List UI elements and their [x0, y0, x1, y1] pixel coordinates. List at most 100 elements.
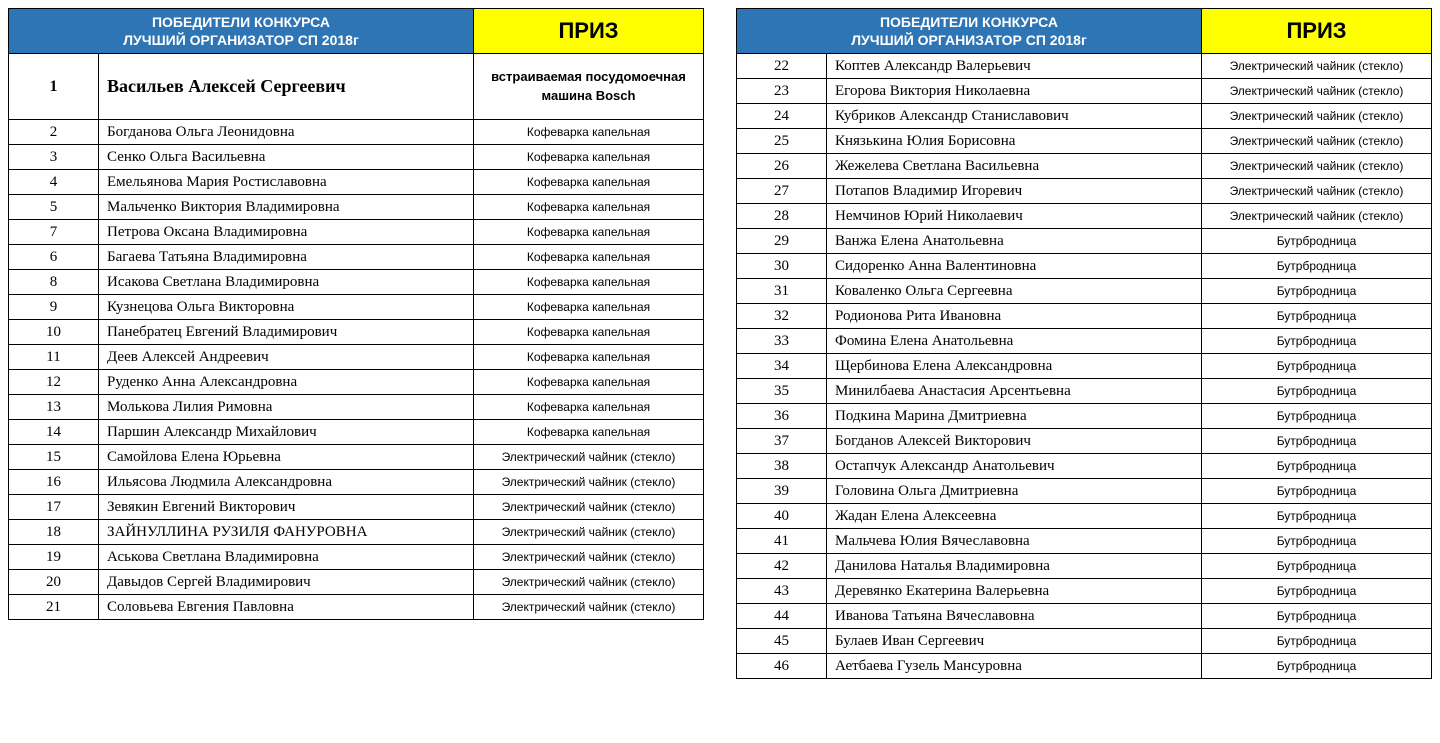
row-number: 10 — [9, 319, 99, 344]
row-prize: Бутрбродница — [1202, 279, 1432, 304]
table-row: 21Соловьева Евгения ПавловнаЭлектрически… — [9, 594, 704, 619]
header-row: ПОБЕДИТЕЛИ КОНКУРСА ЛУЧШИЙ ОРГАНИЗАТОР С… — [737, 9, 1432, 54]
row-prize: Кофеварка капельная — [474, 244, 704, 269]
row-number: 18 — [9, 519, 99, 544]
row-name: Булаев Иван Сергеевич — [827, 629, 1202, 654]
table-row: 45Булаев Иван СергеевичБутрбродница — [737, 629, 1432, 654]
table-row: 29Ванжа Елена АнатольевнаБутрбродница — [737, 229, 1432, 254]
row-number: 6 — [9, 244, 99, 269]
table-row: 17Зевякин Евгений ВикторовичЭлектрически… — [9, 494, 704, 519]
row-name: Богданов Алексей Викторович — [827, 429, 1202, 454]
right-table: ПОБЕДИТЕЛИ КОНКУРСА ЛУЧШИЙ ОРГАНИЗАТОР С… — [736, 8, 1432, 679]
row-number: 25 — [737, 129, 827, 154]
row-number: 20 — [9, 569, 99, 594]
table-row: 7Петрова Оксана ВладимировнаКофеварка ка… — [9, 219, 704, 244]
row-number: 40 — [737, 504, 827, 529]
row-number: 43 — [737, 579, 827, 604]
table-row: 46Аетбаева Гузель МансуровнаБутрбродница — [737, 654, 1432, 679]
row-prize: Бутрбродница — [1202, 654, 1432, 679]
row-prize: Бутрбродница — [1202, 429, 1432, 454]
row-number: 2 — [9, 119, 99, 144]
row-name: Исакова Светлана Владимировна — [99, 269, 474, 294]
table-row: 44Иванова Татьяна ВячеславовнаБутрбродни… — [737, 604, 1432, 629]
row-number: 16 — [9, 469, 99, 494]
row-name: Кубриков Александр Станиславович — [827, 104, 1202, 129]
row-name: ЗАЙНУЛЛИНА РУЗИЛЯ ФАНУРОВНА — [99, 519, 474, 544]
row-prize: Электрический чайник (стекло) — [1202, 154, 1432, 179]
row-number: 15 — [9, 444, 99, 469]
row-name: Головина Ольга Дмитриевна — [827, 479, 1202, 504]
table-row: 16Ильясова Людмила АлександровнаЭлектрич… — [9, 469, 704, 494]
row-number: 8 — [9, 269, 99, 294]
row-name: Петрова Оксана Владимировна — [99, 219, 474, 244]
row-prize: Электрический чайник (стекло) — [1202, 79, 1432, 104]
row-number: 12 — [9, 369, 99, 394]
row-prize: встраиваемая посудомоечная машина Bosch — [474, 54, 704, 119]
row-name: Егорова Виктория Николаевна — [827, 79, 1202, 104]
row-name: Багаева Татьяна Владимировна — [99, 244, 474, 269]
left-table: ПОБЕДИТЕЛИ КОНКУРСА ЛУЧШИЙ ОРГАНИЗАТОР С… — [8, 8, 704, 620]
row-number: 23 — [737, 79, 827, 104]
row-prize: Электрический чайник (стекло) — [474, 494, 704, 519]
row-number: 7 — [9, 219, 99, 244]
row-name: Данилова Наталья Владимировна — [827, 554, 1202, 579]
row-prize: Кофеварка капельная — [474, 319, 704, 344]
table-row: 30Сидоренко Анна ВалентиновнаБутрбродниц… — [737, 254, 1432, 279]
row-name: Князькина Юлия Борисовна — [827, 129, 1202, 154]
row-name: Родионова Рита Ивановна — [827, 304, 1202, 329]
row-name: Аетбаева Гузель Мансуровна — [827, 654, 1202, 679]
row-prize: Бутрбродница — [1202, 454, 1432, 479]
row-prize: Электрический чайник (стекло) — [474, 444, 704, 469]
row-prize: Бутрбродница — [1202, 379, 1432, 404]
table-row: 20Давыдов Сергей ВладимировичЭлектрическ… — [9, 569, 704, 594]
row-prize: Бутрбродница — [1202, 504, 1432, 529]
row-name: Немчинов Юрий Николаевич — [827, 204, 1202, 229]
table-row: 35Минилбаева Анастасия АрсентьевнаБутрбр… — [737, 379, 1432, 404]
prize-header: ПРИЗ — [1202, 9, 1432, 54]
table-row: 5Мальченко Виктория ВладимировнаКофеварк… — [9, 194, 704, 219]
row-number: 21 — [9, 594, 99, 619]
table-row: 41Мальчева Юлия ВячеславовнаБутрбродница — [737, 529, 1432, 554]
table-row: 11Деев Алексей АндреевичКофеварка капель… — [9, 344, 704, 369]
table-row: 27Потапов Владимир ИгоревичЭлектрический… — [737, 179, 1432, 204]
table-row: 40Жадан Елена АлексеевнаБутрбродница — [737, 504, 1432, 529]
winners-header-line1: ПОБЕДИТЕЛИ КОНКУРСА — [152, 14, 330, 30]
row-number: 14 — [9, 419, 99, 444]
row-number: 36 — [737, 404, 827, 429]
row-name: Аськова Светлана Владимировна — [99, 544, 474, 569]
row-name: Зевякин Евгений Викторович — [99, 494, 474, 519]
row-number: 27 — [737, 179, 827, 204]
row-name: Иванова Татьяна Вячеславовна — [827, 604, 1202, 629]
row-name: Потапов Владимир Игоревич — [827, 179, 1202, 204]
row-prize: Электрический чайник (стекло) — [474, 519, 704, 544]
row-name: Руденко Анна Александровна — [99, 369, 474, 394]
row-name: Сенко Ольга Васильевна — [99, 144, 474, 169]
row-name: Деев Алексей Андреевич — [99, 344, 474, 369]
row-name: Жадан Елена Алексеевна — [827, 504, 1202, 529]
table-row: 38Остапчук Александр АнатольевичБутрброд… — [737, 454, 1432, 479]
row-prize: Электрический чайник (стекло) — [474, 469, 704, 494]
table-row: 13Молькова Лилия РимовнаКофеварка капель… — [9, 394, 704, 419]
row-name: Васильев Алексей Сергеевич — [99, 54, 474, 119]
row-number: 38 — [737, 454, 827, 479]
row-number: 4 — [9, 169, 99, 194]
row-prize: Бутрбродница — [1202, 354, 1432, 379]
row-number: 46 — [737, 654, 827, 679]
row-prize: Бутрбродница — [1202, 254, 1432, 279]
tables-container: ПОБЕДИТЕЛИ КОНКУРСА ЛУЧШИЙ ОРГАНИЗАТОР С… — [8, 8, 1432, 679]
row-prize: Бутрбродница — [1202, 554, 1432, 579]
row-prize: Кофеварка капельная — [474, 119, 704, 144]
row-number: 32 — [737, 304, 827, 329]
table-row: 4Емельянова Мария РостиславовнаКофеварка… — [9, 169, 704, 194]
row-name: Фомина Елена Анатольевна — [827, 329, 1202, 354]
table-row: 15Самойлова Елена ЮрьевнаЭлектрический ч… — [9, 444, 704, 469]
winners-header: ПОБЕДИТЕЛИ КОНКУРСА ЛУЧШИЙ ОРГАНИЗАТОР С… — [737, 9, 1202, 54]
row-number: 5 — [9, 194, 99, 219]
row-number: 29 — [737, 229, 827, 254]
row-number: 45 — [737, 629, 827, 654]
header-row: ПОБЕДИТЕЛИ КОНКУРСА ЛУЧШИЙ ОРГАНИЗАТОР С… — [9, 9, 704, 54]
row-name: Паршин Александр Михайлович — [99, 419, 474, 444]
row-name: Ильясова Людмила Александровна — [99, 469, 474, 494]
row-number: 31 — [737, 279, 827, 304]
table-row: 12Руденко Анна АлександровнаКофеварка ка… — [9, 369, 704, 394]
